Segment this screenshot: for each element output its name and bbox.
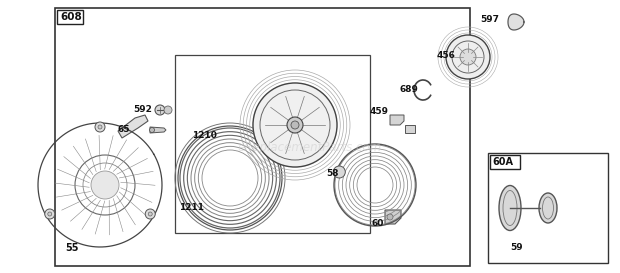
Text: 60A: 60A <box>492 157 513 167</box>
Text: 1211: 1211 <box>179 203 204 212</box>
Polygon shape <box>405 125 415 133</box>
Text: 59: 59 <box>510 244 523 253</box>
Polygon shape <box>150 127 166 133</box>
Circle shape <box>95 122 105 132</box>
Circle shape <box>149 127 154 132</box>
Circle shape <box>148 212 153 216</box>
Circle shape <box>48 212 52 216</box>
Circle shape <box>164 106 172 114</box>
Text: 456: 456 <box>437 51 456 60</box>
Text: 60: 60 <box>371 218 383 227</box>
Text: 689: 689 <box>400 85 419 94</box>
Bar <box>175 55 370 233</box>
Circle shape <box>460 49 476 65</box>
Circle shape <box>334 166 345 178</box>
Circle shape <box>287 117 303 133</box>
Text: eReplacementParts.com: eReplacementParts.com <box>238 141 382 155</box>
FancyBboxPatch shape <box>490 155 520 169</box>
Text: 608: 608 <box>60 12 82 22</box>
Circle shape <box>387 214 393 220</box>
Polygon shape <box>272 128 281 132</box>
Text: 65: 65 <box>118 126 130 135</box>
Circle shape <box>291 121 299 129</box>
Polygon shape <box>508 14 524 30</box>
Text: 459: 459 <box>370 108 389 117</box>
Polygon shape <box>385 210 401 224</box>
Text: 1210: 1210 <box>192 132 217 141</box>
Bar <box>55 8 470 266</box>
Bar <box>488 153 608 263</box>
Circle shape <box>98 125 102 129</box>
Polygon shape <box>118 115 148 138</box>
Text: 592: 592 <box>133 105 152 114</box>
Circle shape <box>253 83 337 167</box>
Text: 58: 58 <box>326 168 339 177</box>
Circle shape <box>446 35 490 79</box>
Ellipse shape <box>499 185 521 230</box>
Ellipse shape <box>539 193 557 223</box>
Circle shape <box>145 209 155 219</box>
Polygon shape <box>305 137 315 141</box>
Text: 597: 597 <box>480 16 499 25</box>
Circle shape <box>91 171 119 199</box>
Text: 55: 55 <box>65 243 79 253</box>
FancyBboxPatch shape <box>57 10 83 24</box>
Polygon shape <box>296 104 306 108</box>
Circle shape <box>45 209 55 219</box>
Polygon shape <box>390 115 404 125</box>
Circle shape <box>155 105 165 115</box>
